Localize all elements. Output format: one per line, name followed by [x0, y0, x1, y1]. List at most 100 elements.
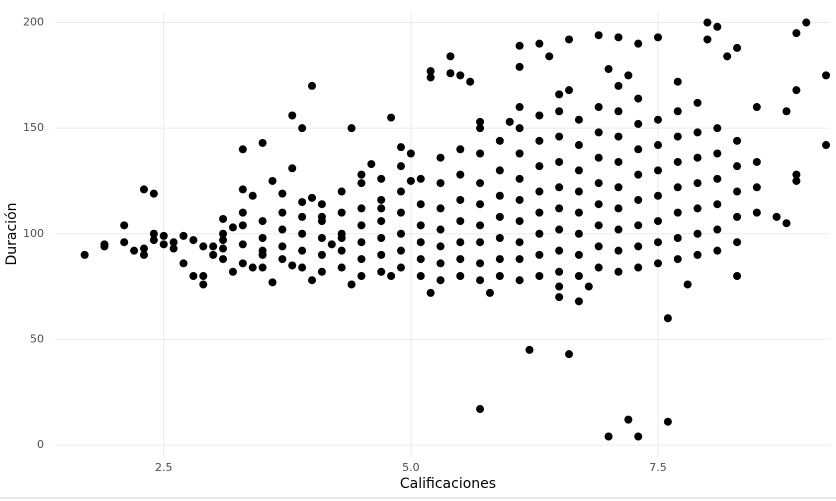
point [653, 33, 662, 42]
point [357, 179, 366, 188]
point [278, 189, 287, 198]
point [792, 170, 801, 179]
point [476, 405, 485, 414]
point [515, 149, 524, 158]
grid-layer [55, 12, 830, 457]
point [713, 124, 722, 133]
point [238, 208, 247, 217]
point [456, 217, 465, 226]
point [515, 103, 524, 112]
point [673, 157, 682, 166]
point [476, 124, 485, 133]
point [604, 65, 613, 74]
point [574, 115, 583, 124]
y-axis-title: Duración [4, 202, 20, 265]
point [663, 417, 672, 426]
point [288, 261, 297, 270]
point [337, 187, 346, 196]
point [406, 176, 415, 185]
point [258, 138, 267, 147]
point [495, 233, 504, 242]
point [298, 246, 307, 255]
point [535, 250, 544, 259]
point [288, 164, 297, 173]
point [278, 225, 287, 234]
point [614, 132, 623, 141]
point [555, 132, 564, 141]
y-tick-label: 100 [23, 227, 44, 240]
point [476, 179, 485, 188]
point [317, 233, 326, 242]
point [555, 204, 564, 213]
point [594, 31, 603, 40]
point [555, 282, 564, 291]
point [80, 250, 89, 259]
point [436, 242, 445, 251]
y-tick-label: 200 [23, 16, 44, 29]
point [713, 174, 722, 183]
point [574, 166, 583, 175]
point [713, 225, 722, 234]
point [663, 314, 672, 323]
point [792, 29, 801, 38]
point [673, 77, 682, 86]
point [495, 212, 504, 221]
point [555, 267, 564, 276]
point [476, 238, 485, 247]
point [594, 128, 603, 137]
point [387, 113, 396, 122]
point [159, 240, 168, 249]
point [693, 153, 702, 162]
point [535, 272, 544, 281]
point [396, 246, 405, 255]
point [782, 107, 791, 116]
x-tick-label: 5.0 [402, 461, 420, 474]
point [337, 208, 346, 217]
point [535, 229, 544, 238]
point [594, 221, 603, 230]
point [416, 255, 425, 264]
point [268, 176, 277, 185]
point [169, 238, 178, 247]
point [565, 350, 574, 359]
point [772, 212, 781, 221]
point [565, 86, 574, 95]
point [723, 52, 732, 61]
point [219, 214, 228, 223]
point [515, 124, 524, 133]
point [436, 259, 445, 268]
point [179, 231, 188, 240]
point [733, 187, 742, 196]
point [456, 170, 465, 179]
point [584, 282, 593, 291]
point [505, 117, 514, 126]
point [822, 141, 831, 150]
point [733, 162, 742, 171]
point [130, 246, 139, 255]
point [535, 39, 544, 48]
point [238, 185, 247, 194]
point [634, 221, 643, 230]
point [752, 157, 761, 166]
x-axis-title: Calificaciones [400, 476, 496, 492]
point [446, 69, 455, 78]
point [476, 221, 485, 230]
point [555, 293, 564, 302]
point [238, 145, 247, 154]
point [396, 229, 405, 238]
point [199, 280, 208, 289]
mark-layer [80, 18, 831, 441]
point [456, 238, 465, 247]
point [377, 174, 386, 183]
point [406, 149, 415, 158]
point [357, 238, 366, 247]
point [298, 229, 307, 238]
point [535, 136, 544, 145]
point [614, 246, 623, 255]
y-tick-label: 50 [30, 332, 44, 345]
point [436, 204, 445, 213]
point [396, 208, 405, 217]
point [209, 250, 218, 259]
point [396, 187, 405, 196]
point [357, 221, 366, 230]
